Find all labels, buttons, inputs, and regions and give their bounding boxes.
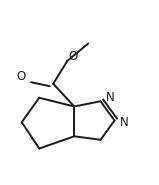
Text: N: N — [106, 91, 114, 104]
Text: N: N — [120, 116, 128, 129]
Text: O: O — [16, 70, 25, 83]
Text: O: O — [69, 50, 78, 63]
